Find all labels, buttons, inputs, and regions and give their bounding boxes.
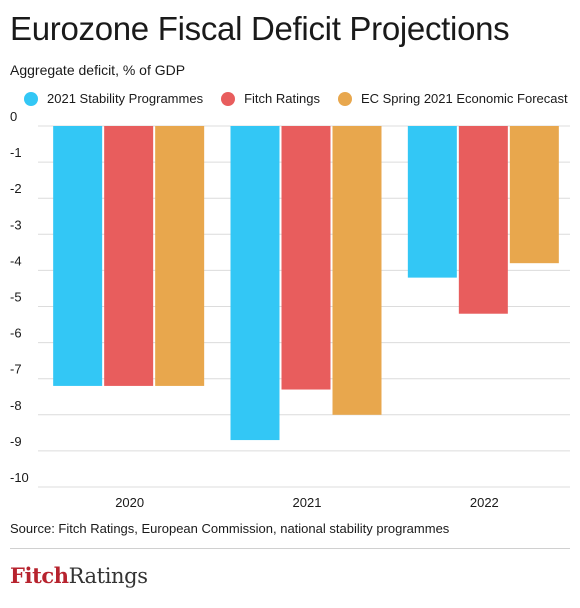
chart-subtitle: Aggregate deficit, % of GDP	[10, 62, 186, 78]
y-tick-label: -8	[10, 398, 22, 413]
legend-swatch-fitch	[221, 91, 236, 106]
fitch-ratings-logo: FitchRatings	[10, 563, 148, 588]
bar	[509, 126, 559, 264]
legend-swatch-ec	[337, 91, 352, 106]
logo-part-fitch: Fitch	[10, 563, 69, 588]
legend: 2021 Stability Programmes Fitch Ratings …	[24, 91, 580, 106]
y-tick-label: -1	[10, 145, 22, 160]
x-tick-label: 2022	[470, 495, 499, 510]
bar	[155, 126, 205, 386]
legend-item-stability: 2021 Stability Programmes	[24, 91, 203, 106]
y-tick-label: -2	[10, 181, 22, 196]
bar	[332, 126, 382, 415]
y-tick-label: -3	[10, 217, 22, 232]
legend-item-ec: EC Spring 2021 Economic Forecast	[337, 91, 568, 106]
y-tick-label: -6	[10, 326, 22, 341]
legend-label-stability: 2021 Stability Programmes	[47, 91, 204, 106]
bar	[230, 126, 280, 441]
y-tick-label: -4	[10, 253, 22, 268]
y-tick-label: -7	[10, 362, 22, 377]
legend-swatch-stability	[24, 91, 38, 106]
bar	[458, 126, 508, 314]
legend-label-fitch: Fitch Ratings	[244, 91, 320, 106]
x-tick-label: 2021	[293, 495, 322, 510]
bar	[281, 126, 331, 390]
source-note: Source: Fitch Ratings, European Commissi…	[10, 521, 450, 536]
bar	[53, 126, 103, 386]
bar	[407, 126, 457, 278]
x-tick-label: 2020	[115, 495, 144, 510]
bar-chart: 0 -1 -2 -3 -4 -5 -6 -7 -8 -9 -10 2020 2021 2022	[10, 110, 570, 510]
logo-part-ratings: Ratings	[68, 564, 148, 588]
legend-item-fitch: Fitch Ratings	[221, 91, 320, 106]
footer-divider	[10, 548, 570, 549]
y-tick-label: -5	[10, 290, 22, 305]
y-tick-label: -9	[10, 434, 22, 449]
y-tick-label: -10	[10, 470, 29, 485]
chart-title: Eurozone Fiscal Deficit Projections	[10, 10, 510, 47]
bar	[104, 126, 154, 386]
y-tick-label: 0	[10, 110, 17, 124]
legend-label-ec: EC Spring 2021 Economic Forecast	[360, 91, 568, 106]
